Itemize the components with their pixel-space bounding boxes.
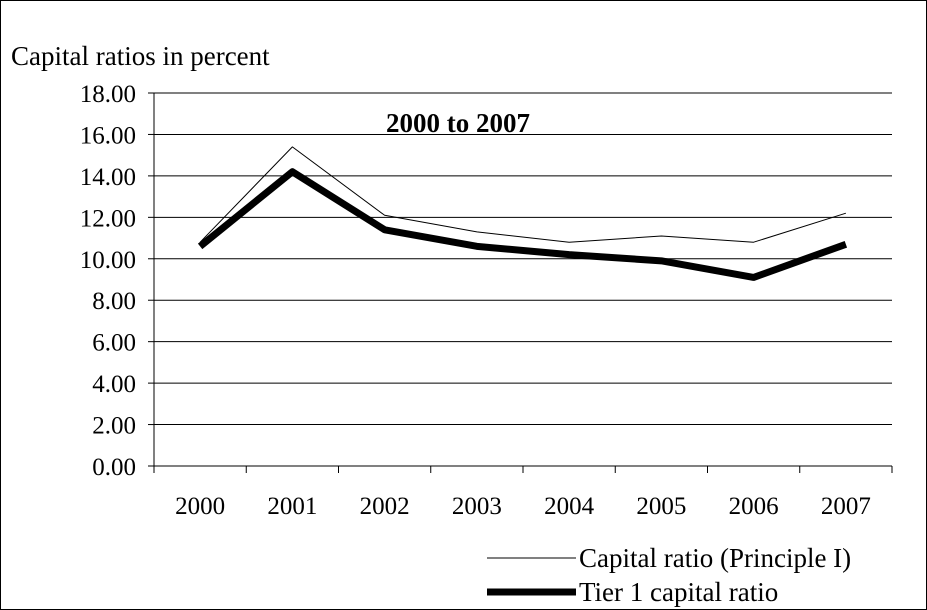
- x-tick-label: 2001: [267, 493, 317, 520]
- y-tick-label: 2.00: [92, 413, 136, 440]
- legend-label: Capital ratio (Principle I): [579, 543, 851, 573]
- x-tick-label: 2007: [821, 493, 871, 520]
- y-tick-label: 12.00: [80, 205, 136, 232]
- y-tick-label: 6.00: [92, 330, 136, 357]
- x-tick-label: 2004: [544, 493, 595, 520]
- x-axis-ticks: 2000 2001 2002 2003 2004 2005 2006 2007: [153, 466, 893, 520]
- legend-label: Tier 1 capital ratio: [579, 577, 778, 607]
- y-tick-label: 10.00: [80, 247, 136, 274]
- y-tick-label: 18.00: [80, 81, 136, 108]
- x-tick-label: 2002: [360, 493, 410, 520]
- legend: Capital ratio (Principle I) Tier 1 capita…: [487, 543, 851, 607]
- x-tick-label: 2003: [452, 493, 502, 520]
- x-tick-label: 2006: [729, 493, 779, 520]
- x-tick-label: 2000: [175, 493, 225, 520]
- series-line-tier1: [197, 168, 848, 281]
- y-tick-label: 16.00: [80, 122, 136, 149]
- y-tick-label: 14.00: [80, 164, 136, 191]
- data-series: [197, 146, 848, 281]
- x-tick-label: 2005: [636, 493, 686, 520]
- y-axis-ticks: 0.00 2.00 4.00 6.00 8.00 10.00 12.00 14.00 16.00…: [80, 81, 154, 481]
- y-tick-label: 4.00: [92, 371, 136, 398]
- gridlines: [153, 92, 892, 467]
- chart-title: 2000 to 2007: [386, 108, 530, 138]
- y-tick-label: 0.00: [92, 454, 136, 481]
- y-axis-label: Capital ratios in percent: [11, 41, 270, 71]
- y-tick-label: 8.00: [92, 288, 136, 315]
- series-line-capital-ratio: [199, 146, 847, 243]
